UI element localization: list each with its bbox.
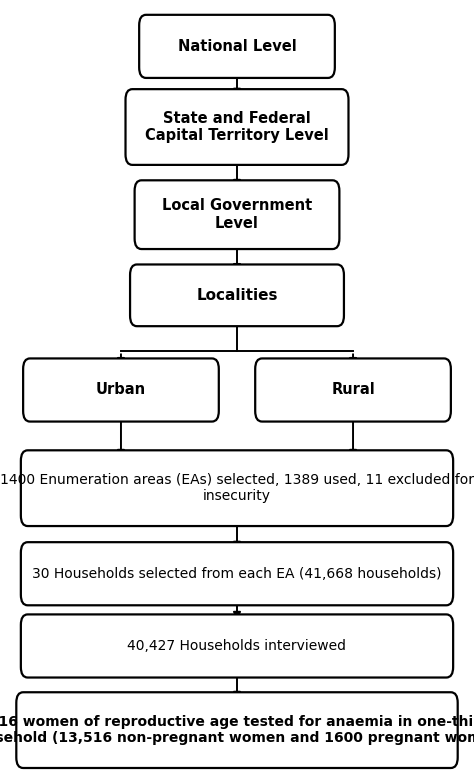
Text: 30 Households selected from each EA (41,668 households): 30 Households selected from each EA (41,… bbox=[32, 567, 442, 581]
FancyBboxPatch shape bbox=[255, 359, 451, 421]
FancyBboxPatch shape bbox=[21, 615, 453, 678]
Text: Local Government
Level: Local Government Level bbox=[162, 198, 312, 231]
Text: 15,116 women of reproductive age tested for anaemia in one-third of
household (1: 15,116 women of reproductive age tested … bbox=[0, 715, 474, 745]
Text: State and Federal
Capital Territory Level: State and Federal Capital Territory Leve… bbox=[145, 111, 329, 144]
Text: Urban: Urban bbox=[96, 382, 146, 398]
FancyBboxPatch shape bbox=[21, 450, 453, 526]
FancyBboxPatch shape bbox=[130, 264, 344, 326]
Text: National Level: National Level bbox=[178, 39, 296, 54]
Text: Localities: Localities bbox=[196, 288, 278, 303]
FancyBboxPatch shape bbox=[21, 542, 453, 605]
FancyBboxPatch shape bbox=[135, 180, 339, 249]
Text: 40,427 Households interviewed: 40,427 Households interviewed bbox=[128, 639, 346, 653]
FancyBboxPatch shape bbox=[23, 359, 219, 421]
Text: Rural: Rural bbox=[331, 382, 375, 398]
FancyBboxPatch shape bbox=[126, 89, 348, 165]
FancyBboxPatch shape bbox=[16, 693, 458, 768]
FancyBboxPatch shape bbox=[139, 15, 335, 78]
Text: 1400 Enumeration areas (EAs) selected, 1389 used, 11 excluded for
insecurity: 1400 Enumeration areas (EAs) selected, 1… bbox=[0, 473, 474, 503]
